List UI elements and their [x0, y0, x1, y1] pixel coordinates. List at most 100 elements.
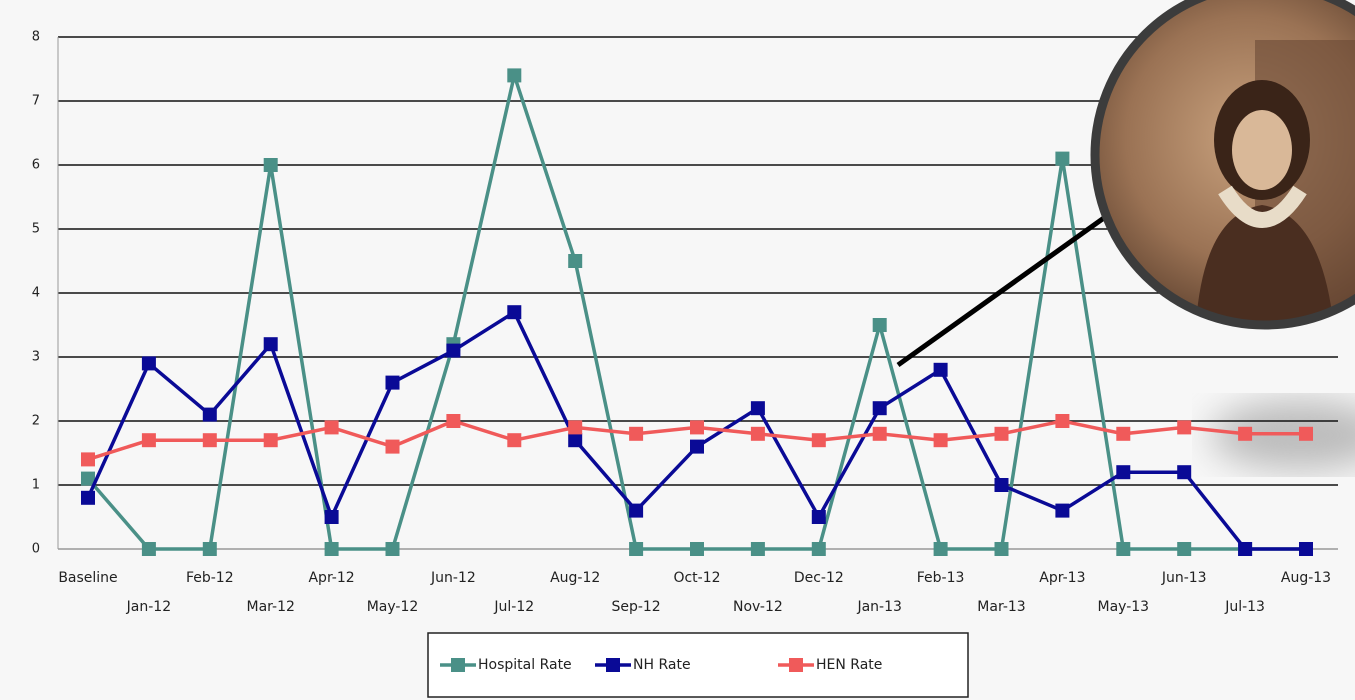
data-point	[81, 471, 95, 486]
data-point	[141, 542, 156, 556]
data-point	[446, 414, 461, 428]
data-point	[872, 401, 887, 416]
data-point	[446, 343, 461, 358]
data-point	[1055, 414, 1070, 428]
y-tick-label: 7	[32, 94, 40, 109]
data-point	[690, 439, 704, 454]
data-point	[81, 452, 95, 467]
data-point	[750, 401, 765, 416]
x-tick-label: Jun-13	[1161, 570, 1207, 586]
x-tick-label: May-12	[367, 599, 419, 615]
y-tick-label: 6	[32, 158, 40, 173]
legend-label: HEN Rate	[816, 657, 882, 673]
data-point	[263, 433, 278, 448]
legend-label: Hospital Rate	[478, 657, 572, 673]
data-point	[324, 542, 339, 556]
y-tick-label: 4	[32, 286, 40, 301]
x-tick-label: Oct-12	[673, 570, 720, 586]
data-point	[690, 542, 704, 556]
x-tick-label: Jul-13	[1224, 599, 1265, 615]
x-tick-label: Baseline	[58, 570, 117, 586]
x-tick-label: Feb-12	[186, 570, 234, 586]
data-point	[1177, 465, 1192, 480]
data-point	[872, 426, 887, 441]
photo	[1090, 0, 1355, 330]
data-point	[629, 542, 644, 556]
y-tick-label: 3	[32, 350, 40, 365]
legend: Hospital Rate NH Rate HEN Rate	[440, 657, 882, 673]
x-tick-label: Sep-12	[611, 599, 660, 615]
data-point	[1299, 542, 1313, 556]
data-point	[1238, 542, 1253, 556]
plot-area: 0 1 2 3 4 5 6 7 8 Baseline Jan-12 Feb-12 Mar-12 Apr-1…	[32, 30, 1338, 615]
data-point	[994, 542, 1009, 556]
data-point	[1116, 542, 1131, 556]
data-point	[385, 439, 400, 454]
data-point	[507, 433, 522, 448]
data-point	[1055, 151, 1070, 166]
data-point	[750, 426, 765, 441]
data-point	[629, 503, 644, 518]
y-tick-label: 0	[32, 542, 40, 557]
data-point	[202, 433, 217, 448]
data-point	[263, 158, 278, 172]
data-point	[1177, 542, 1192, 556]
data-point	[690, 420, 704, 435]
y-tick-label: 5	[32, 222, 40, 237]
x-tick-label: Mar-12	[247, 599, 295, 615]
data-point	[202, 407, 217, 422]
x-tick-label: Jul-12	[493, 599, 534, 615]
photo-frame	[1090, 0, 1355, 330]
data-point	[141, 356, 156, 371]
data-point	[994, 478, 1009, 492]
x-tick-label: Jun-12	[430, 570, 476, 586]
data-point	[141, 433, 156, 448]
data-point	[385, 375, 400, 390]
x-tick-label: Apr-13	[1039, 570, 1085, 586]
legend-marker	[451, 658, 465, 672]
data-point	[1238, 426, 1253, 441]
data-point	[933, 362, 948, 377]
x-tick-label: May-13	[1098, 599, 1150, 615]
y-tick-label: 8	[32, 30, 40, 45]
data-point	[811, 510, 826, 524]
x-tick-label: Dec-12	[794, 570, 844, 586]
data-point	[1177, 420, 1192, 435]
data-point	[1116, 465, 1131, 480]
x-tick-label: Jan-13	[856, 599, 901, 615]
photo-body	[1195, 205, 1335, 325]
data-point	[629, 426, 644, 441]
x-tick-label: Mar-13	[977, 599, 1025, 615]
data-point	[385, 542, 400, 556]
x-tick-label: Nov-12	[733, 599, 783, 615]
data-point	[933, 433, 948, 448]
x-tick-label: Aug-12	[550, 570, 600, 586]
y-tick-label: 2	[32, 414, 40, 429]
data-point	[994, 426, 1009, 441]
data-point	[324, 510, 339, 524]
data-point	[811, 433, 826, 448]
legend-marker	[606, 658, 620, 672]
data-point	[568, 420, 583, 435]
legend-label: NH Rate	[633, 657, 691, 673]
data-point	[933, 542, 948, 556]
data-point	[568, 433, 583, 448]
x-tick-label: Feb-13	[917, 570, 965, 586]
x-tick-label: Apr-12	[308, 570, 354, 586]
data-point	[750, 542, 765, 556]
data-point	[872, 318, 887, 332]
legend-box	[427, 632, 969, 698]
data-point	[507, 68, 522, 83]
data-point	[324, 420, 339, 435]
data-point	[263, 337, 278, 352]
data-point	[1299, 426, 1313, 441]
photo-content	[1195, 40, 1355, 325]
data-point	[507, 305, 522, 320]
photo-face	[1232, 110, 1292, 190]
data-point	[81, 490, 95, 505]
y-tick-label: 1	[32, 478, 40, 493]
data-point	[1055, 503, 1070, 518]
data-point	[1116, 426, 1131, 441]
data-point	[568, 254, 583, 268]
